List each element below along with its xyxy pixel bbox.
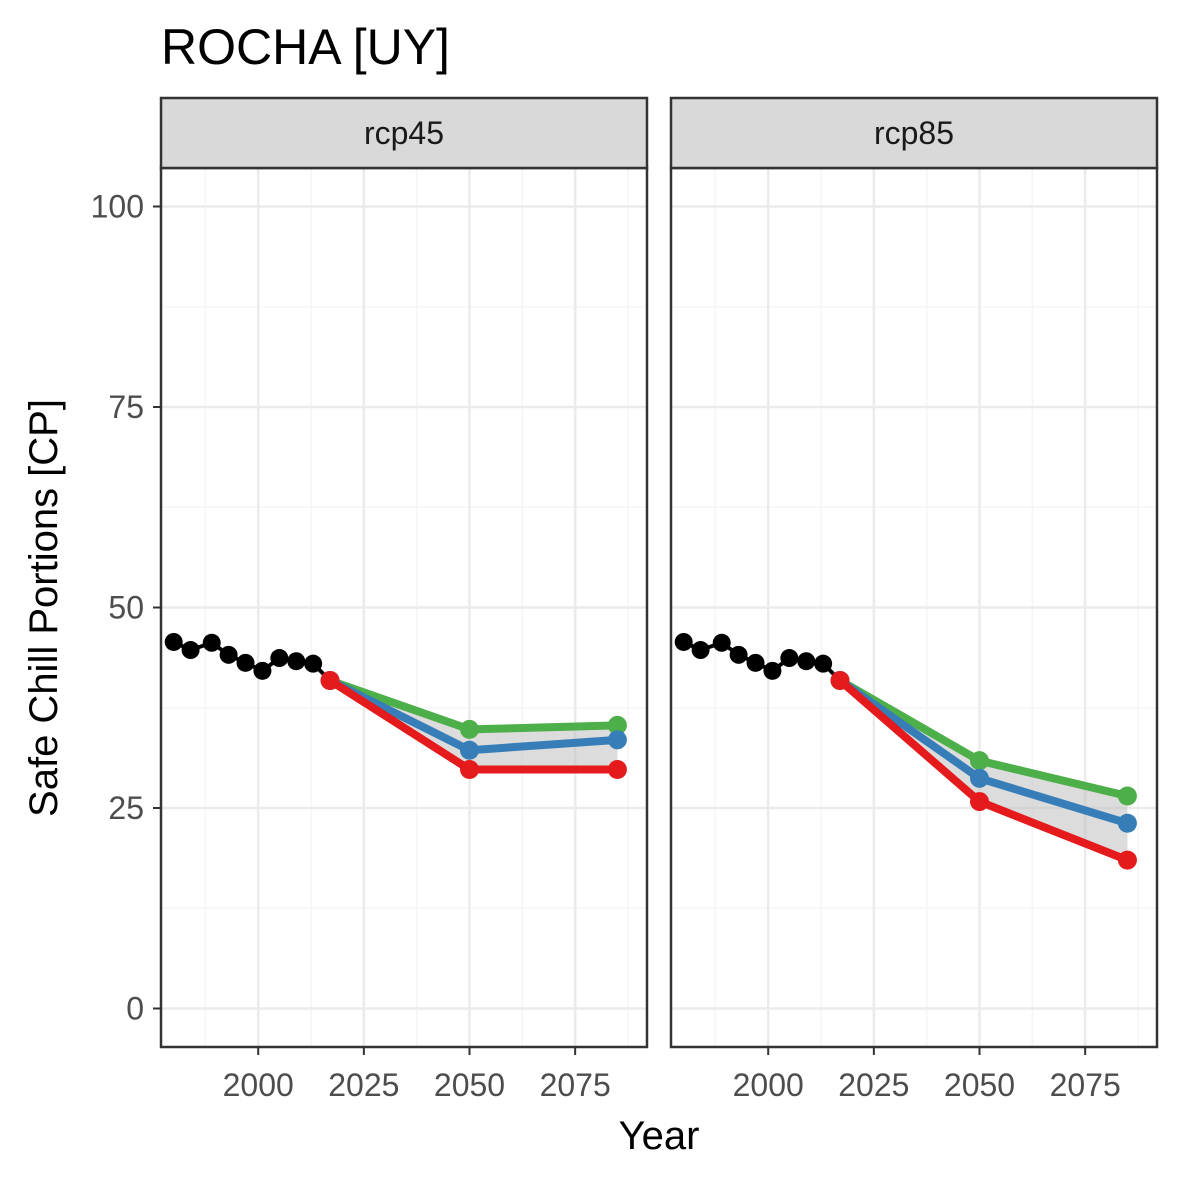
strip-label: rcp45 [364, 115, 444, 151]
historic-point [780, 649, 799, 668]
panels-layer: rcp45 2000 2025 2050 2075 0 25 50 75 100 rcp85 2000… [91, 96, 1159, 1103]
y-tick-label: 0 [126, 991, 144, 1027]
series-low-point [830, 670, 850, 690]
series-mid-point [970, 768, 990, 788]
historic-point [797, 652, 816, 671]
historic-point [814, 654, 833, 673]
series-low-point [970, 792, 990, 812]
x-tick-label: 2075 [540, 1067, 611, 1103]
historic-point [729, 645, 748, 664]
y-tick-label: 25 [108, 790, 144, 826]
historic-point [236, 653, 255, 672]
strip-background [669, 96, 1159, 170]
x-tick-label: 2025 [838, 1067, 909, 1103]
y-axis-title: Safe Chill Portions [CP] [22, 399, 66, 817]
series-high-point [460, 719, 480, 739]
historic-point [287, 652, 306, 671]
historic-point [691, 641, 710, 660]
x-axis-title: Year [619, 1114, 700, 1158]
historic-point [202, 633, 221, 652]
series-high-point [607, 715, 627, 735]
series-low-point [320, 670, 340, 690]
historic-point [253, 661, 272, 680]
x-tick-label: 2075 [1050, 1067, 1121, 1103]
historic-point [304, 654, 323, 673]
series-high-point [970, 751, 990, 771]
historic-point [712, 633, 731, 652]
y-tick-label: 100 [91, 188, 144, 224]
series-mid-point [1117, 813, 1137, 833]
strip-background [159, 96, 649, 170]
panel-rcp45: rcp45 2000 2025 2050 2075 0 25 50 75 100 [91, 96, 649, 1103]
historic-point [763, 661, 782, 680]
series-low-point [460, 760, 480, 780]
historic-point [181, 641, 200, 660]
x-tick-label: 2025 [328, 1067, 399, 1103]
series-low-point [607, 760, 627, 780]
series-low-point [1117, 850, 1137, 870]
y-tick-label: 75 [108, 389, 144, 425]
chart-title: ROCHA [UY] [161, 19, 450, 75]
strip-label: rcp85 [874, 115, 954, 151]
historic-point [674, 632, 693, 651]
panel-rcp85: rcp85 2000 2025 2050 2075 [669, 96, 1159, 1103]
series-mid-point [607, 730, 627, 750]
series-mid-point [460, 740, 480, 760]
historic-point [219, 645, 238, 664]
x-tick-label: 2050 [434, 1067, 505, 1103]
x-tick-label: 2000 [223, 1067, 294, 1103]
historic-point [746, 653, 765, 672]
x-tick-label: 2000 [733, 1067, 804, 1103]
historic-point [270, 649, 289, 668]
x-tick-label: 2050 [944, 1067, 1015, 1103]
series-high-point [1117, 786, 1137, 806]
historic-point [164, 632, 183, 651]
y-tick-label: 50 [108, 590, 144, 626]
